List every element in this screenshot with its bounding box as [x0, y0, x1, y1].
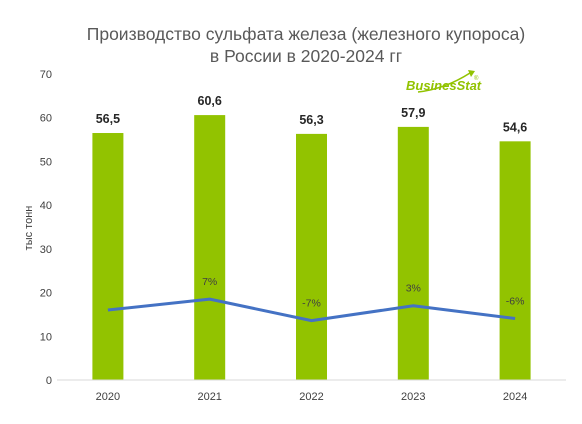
logo-registered-mark: ® — [474, 75, 479, 82]
growth-percent-label: -6% — [506, 296, 525, 308]
businesstat-logo: BusinesStat ® — [406, 70, 482, 93]
y-tick-label: 50 — [40, 156, 52, 168]
logo-text-accent: Stat — [457, 78, 482, 93]
y-tick-label: 60 — [40, 113, 52, 125]
x-tick-label: 2022 — [299, 391, 323, 403]
bar-value-label: 54,6 — [503, 120, 527, 134]
x-tick-label: 2024 — [503, 391, 527, 403]
bar-value-label: 56,5 — [96, 112, 120, 126]
bar-2020 — [92, 133, 124, 380]
logo-wordmark: BusinesStat — [406, 78, 482, 93]
y-axis-ticks: 0 10 20 30 40 50 60 70 — [40, 69, 52, 387]
bar-value-label: 56,3 — [299, 113, 323, 127]
logo-text-main: Busines — [406, 78, 457, 93]
x-tick-label: 2023 — [401, 391, 425, 403]
y-tick-label: 70 — [40, 69, 52, 81]
growth-percent-label: -7% — [302, 298, 321, 310]
y-tick-label: 10 — [40, 331, 52, 343]
y-axis-label: тыс тонн — [23, 206, 35, 251]
bars — [92, 115, 531, 380]
growth-line — [107, 297, 516, 323]
bar-value-label: 60,6 — [198, 94, 222, 108]
logo-arrow — [468, 70, 475, 77]
x-tick-label: 2020 — [96, 391, 120, 403]
bar-value-label: 57,9 — [401, 106, 425, 120]
chart-title-line-1: Производство сульфата железа (железного … — [87, 24, 525, 44]
y-tick-label: 40 — [40, 200, 52, 212]
growth-percent-labels: 7% -7% 3% -6% — [202, 276, 524, 310]
bar-2021 — [194, 115, 226, 380]
bar-2023 — [397, 126, 429, 380]
chart-title-line-2: в России в 2020-2024 гг — [210, 46, 402, 66]
x-axis-ticks: 2020 2021 2022 2023 2024 — [96, 391, 528, 403]
x-tick-label: 2021 — [197, 391, 221, 403]
growth-percent-label: 7% — [202, 276, 217, 288]
bar-value-labels: 56,5 60,6 56,3 57,9 54,6 — [96, 94, 528, 134]
y-tick-label: 20 — [40, 288, 52, 300]
logo-swoosh — [417, 72, 471, 93]
y-tick-label: 0 — [46, 375, 52, 387]
bar-2024 — [499, 141, 531, 380]
bar-2022 — [296, 133, 327, 380]
growth-percent-label: 3% — [406, 283, 421, 295]
y-tick-label: 30 — [40, 244, 52, 256]
